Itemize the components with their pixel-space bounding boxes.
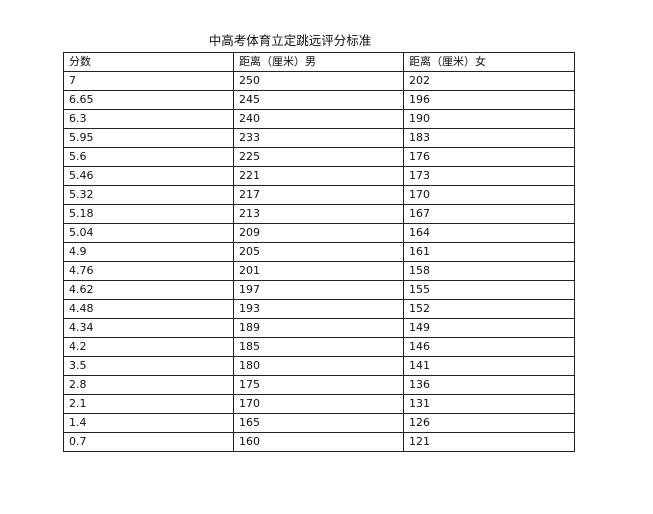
cell-score: 5.46 (63, 166, 234, 186)
table-row: 2.1 170 131 (63, 394, 575, 414)
cell-score: 5.04 (63, 223, 234, 243)
cell-distance-female: 158 (403, 261, 575, 281)
table-row: 5.04 209 164 (63, 223, 575, 243)
scoring-table: 分数 距离（厘米）男 距离（厘米）女 7 250 202 6.65 245 196 6.3 2… (63, 52, 575, 452)
cell-distance-male: 240 (233, 109, 404, 129)
cell-score: 4.62 (63, 280, 234, 300)
cell-distance-male: 209 (233, 223, 404, 243)
cell-score: 5.95 (63, 128, 234, 148)
cell-score: 4.76 (63, 261, 234, 281)
cell-distance-male: 175 (233, 375, 404, 395)
cell-distance-female: 126 (403, 413, 575, 433)
cell-distance-female: 196 (403, 90, 575, 110)
cell-distance-male: 165 (233, 413, 404, 433)
table-header-row: 分数 距离（厘米）男 距离（厘米）女 (63, 52, 575, 72)
table-row: 6.65 245 196 (63, 90, 575, 110)
cell-distance-female: 183 (403, 128, 575, 148)
table-row: 5.32 217 170 (63, 185, 575, 205)
cell-score: 6.3 (63, 109, 234, 129)
cell-score: 5.6 (63, 147, 234, 167)
cell-distance-male: 170 (233, 394, 404, 414)
table-row: 3.5 180 141 (63, 356, 575, 376)
table-row: 2.8 175 136 (63, 375, 575, 395)
cell-distance-female: 155 (403, 280, 575, 300)
cell-distance-male: 185 (233, 337, 404, 357)
header-distance-female: 距离（厘米）女 (403, 52, 575, 72)
table-row: 4.2 185 146 (63, 337, 575, 357)
cell-distance-female: 161 (403, 242, 575, 262)
cell-score: 4.2 (63, 337, 234, 357)
cell-distance-male: 217 (233, 185, 404, 205)
cell-score: 4.9 (63, 242, 234, 262)
cell-distance-female: 176 (403, 147, 575, 167)
document-title: 中高考体育立定跳远评分标准 (208, 33, 372, 48)
cell-score: 2.8 (63, 375, 234, 395)
table-row: 4.62 197 155 (63, 280, 575, 300)
cell-score: 0.7 (63, 432, 234, 452)
header-distance-male: 距离（厘米）男 (233, 52, 404, 72)
cell-score: 3.5 (63, 356, 234, 376)
cell-distance-male: 245 (233, 90, 404, 110)
cell-score: 5.32 (63, 185, 234, 205)
table-row: 5.95 233 183 (63, 128, 575, 148)
cell-distance-male: 205 (233, 242, 404, 262)
table-row: 1.4 165 126 (63, 413, 575, 433)
table-row: 5.6 225 176 (63, 147, 575, 167)
table-row: 5.18 213 167 (63, 204, 575, 224)
table-row: 5.46 221 173 (63, 166, 575, 186)
cell-distance-male: 213 (233, 204, 404, 224)
cell-distance-male: 160 (233, 432, 404, 452)
table-row: 0.7 160 121 (63, 432, 575, 452)
cell-distance-male: 221 (233, 166, 404, 186)
cell-distance-male: 197 (233, 280, 404, 300)
cell-distance-male: 189 (233, 318, 404, 338)
table-row: 7 250 202 (63, 71, 575, 91)
cell-distance-female: 167 (403, 204, 575, 224)
cell-distance-female: 136 (403, 375, 575, 395)
cell-distance-female: 141 (403, 356, 575, 376)
cell-score: 4.48 (63, 299, 234, 319)
cell-score: 7 (63, 71, 234, 91)
cell-distance-female: 190 (403, 109, 575, 129)
cell-distance-female: 173 (403, 166, 575, 186)
cell-distance-female: 202 (403, 71, 575, 91)
cell-distance-male: 193 (233, 299, 404, 319)
header-score: 分数 (63, 52, 234, 72)
table-row: 4.9 205 161 (63, 242, 575, 262)
cell-distance-female: 164 (403, 223, 575, 243)
cell-distance-female: 146 (403, 337, 575, 357)
cell-score: 1.4 (63, 413, 234, 433)
cell-score: 5.18 (63, 204, 234, 224)
table-row: 4.34 189 149 (63, 318, 575, 338)
table-row: 4.76 201 158 (63, 261, 575, 281)
table-row: 6.3 240 190 (63, 109, 575, 129)
cell-distance-female: 170 (403, 185, 575, 205)
cell-distance-female: 149 (403, 318, 575, 338)
cell-distance-male: 225 (233, 147, 404, 167)
cell-distance-male: 250 (233, 71, 404, 91)
cell-distance-female: 131 (403, 394, 575, 414)
cell-score: 4.34 (63, 318, 234, 338)
cell-distance-male: 180 (233, 356, 404, 376)
cell-score: 2.1 (63, 394, 234, 414)
table-row: 4.48 193 152 (63, 299, 575, 319)
cell-distance-male: 233 (233, 128, 404, 148)
cell-distance-male: 201 (233, 261, 404, 281)
cell-distance-female: 121 (403, 432, 575, 452)
cell-distance-female: 152 (403, 299, 575, 319)
cell-score: 6.65 (63, 90, 234, 110)
